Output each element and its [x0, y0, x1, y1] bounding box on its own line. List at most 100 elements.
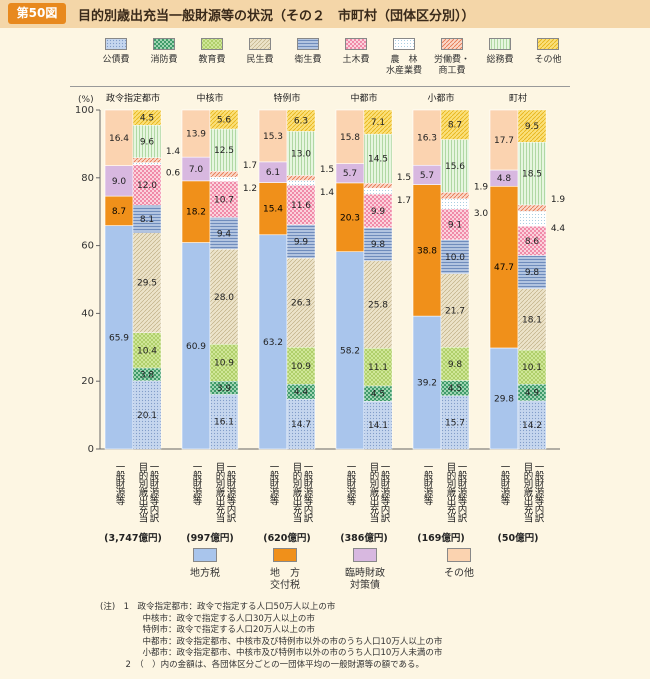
legend-swatch-kyoiku	[201, 38, 223, 50]
value-right-2-rodo: 1.5	[320, 165, 334, 175]
value-right-4-somu: 15.6	[445, 162, 465, 172]
value-right-3-sonota: 7.1	[371, 118, 385, 128]
bar-left-0-sonota	[104, 109, 134, 166]
legend-label-eisei: 衛生費	[294, 55, 322, 65]
bar-right-5-doboku	[517, 226, 547, 256]
legend-label-rodo: 労働費・	[433, 55, 470, 65]
bar-right-5-eisei	[517, 255, 547, 289]
value-right-1-doboku: 10.7	[214, 195, 234, 205]
bar-left-1-chiho	[181, 242, 211, 450]
bar-right-5-kosai	[517, 400, 547, 450]
value-right-2-eisei: 9.9	[294, 237, 309, 247]
bar-right-0-minsei	[132, 232, 162, 333]
legend-item-doboku: 土木費	[332, 38, 380, 66]
legend-label2-rodo: 商工費	[438, 66, 466, 76]
value-right-5-minsei: 18.1	[522, 315, 542, 325]
bar-right-3-rodo	[363, 183, 393, 189]
value-right-0-eisei: 8.1	[140, 215, 154, 225]
legend-item-kosai: 公債費	[92, 38, 140, 66]
value-right-3-minsei: 25.8	[368, 301, 388, 311]
group-name-4: 小都市	[427, 92, 454, 104]
bar-right-1-sonota	[209, 109, 239, 130]
bar-right-2-sonota	[286, 109, 316, 132]
value-left-2-sonota: 15.3	[263, 132, 283, 142]
legend-item-sonota: その他	[524, 38, 572, 66]
bar-label-right-b-0: 一般財源等内訳	[148, 462, 160, 523]
legend-item-norin: 農 林水産業費	[380, 38, 428, 77]
legend-label-sonota: その他	[534, 55, 562, 65]
bar-right-1-norin	[209, 176, 239, 182]
value-right-4-doboku: 9.1	[448, 220, 462, 230]
value-right-2-doboku: 11.6	[291, 201, 311, 211]
value-right-5-doboku: 8.6	[525, 237, 540, 247]
bar-label-right-a-4: 目的別歳出充当	[445, 462, 457, 523]
value-right-0-rodo: 1.4	[166, 147, 181, 157]
value-left-1-kofu: 18.2	[186, 208, 206, 218]
value-right-2-somu: 13.0	[291, 149, 311, 159]
bar-label-left-2: 一般財源等	[268, 462, 280, 505]
bar-right-4-norin	[440, 198, 470, 210]
bar-right-1-kosai	[209, 394, 239, 450]
bar-right-3-norin	[363, 188, 393, 195]
value-left-5-rinji: 4.8	[497, 174, 512, 184]
value-right-4-sonota: 8.7	[448, 121, 462, 131]
bar-right-2-somu	[286, 131, 316, 176]
value-right-4-minsei: 21.7	[445, 307, 465, 317]
group-total-5: (50億円)	[498, 532, 539, 544]
bar-right-4-kyoiku	[440, 347, 470, 381]
legend-swatch-doboku	[345, 38, 367, 50]
value-left-4-kofu: 38.8	[417, 246, 437, 256]
bar-left-5-chiho	[489, 347, 519, 450]
y-tick-label: 100	[75, 105, 94, 116]
revenue-legend-label-rinji: 臨時財政 対策債	[345, 568, 385, 591]
value-right-3-eisei: 9.8	[371, 240, 386, 250]
legend-item-shobo: 消防費	[140, 38, 188, 66]
value-right-2-kosai: 14.7	[291, 420, 311, 430]
value-right-1-kosai: 16.1	[214, 418, 234, 428]
bar-right-4-rodo	[440, 192, 470, 200]
bar-label-right-a-1: 目的別歳出充当	[214, 462, 226, 523]
bar-right-0-doboku	[132, 164, 162, 206]
value-right-1-norin: 1.2	[243, 184, 257, 194]
value-right-3-shobo: 4.5	[371, 390, 385, 400]
revenue-legend-swatch-sonota	[447, 548, 471, 562]
bar-right-4-minsei	[440, 273, 470, 348]
revenue-legend-item-kofu: 地 方 交付税	[256, 548, 314, 592]
bar-left-4-kofu	[412, 184, 442, 317]
bar-right-4-somu	[440, 139, 470, 193]
value-right-2-shobo: 4.4	[294, 388, 309, 398]
bar-right-2-minsei	[286, 257, 316, 348]
value-left-2-kofu: 15.4	[263, 205, 283, 215]
notes-block: (注) 1 政令指定都市：政令で指定する人口50万人以上の市 中核市：政令で指定…	[100, 602, 442, 671]
revenue-legend-item-sonota: その他	[430, 548, 488, 580]
legend-item-kyoiku: 教育費	[188, 38, 236, 66]
value-right-2-norin: 1.4	[320, 188, 335, 198]
bar-right-5-sonota	[517, 109, 547, 143]
revenue-legend-swatch-kofu	[273, 548, 297, 562]
value-right-3-rodo: 1.5	[397, 173, 411, 183]
value-left-4-rinji: 5.7	[420, 171, 434, 181]
bar-right-0-kosai	[132, 380, 162, 450]
bar-right-5-kyoiku	[517, 349, 547, 385]
legend-swatch-minsei	[249, 38, 271, 50]
bar-right-2-doboku	[286, 185, 316, 225]
y-tick-label: 0	[88, 444, 94, 455]
bar-label-right-b-2: 一般財源等内訳	[302, 462, 314, 523]
value-left-5-chiho: 29.8	[494, 394, 514, 404]
bar-right-3-eisei	[363, 227, 393, 262]
legend-swatch-sonota	[537, 38, 559, 50]
note-line-5: 2 （ ）内の金額は、各団体区分ごとの一団体平均の一般財源等の額である。	[100, 659, 425, 670]
value-right-5-eisei: 9.8	[525, 268, 540, 278]
figure-number-badge: 第50図	[8, 3, 66, 24]
value-right-0-norin: 0.6	[166, 169, 181, 179]
value-right-5-kyoiku: 10.1	[522, 363, 542, 373]
value-right-1-shobo: 3.9	[217, 384, 232, 394]
bar-label-left-4: 一般財源等	[422, 462, 434, 505]
value-left-1-rinji: 7.0	[189, 165, 204, 175]
revenue-legend-item-rinji: 臨時財政 対策債	[336, 548, 394, 592]
value-right-0-shobo: 3.8	[140, 370, 155, 380]
legend-item-minsei: 民生費	[236, 38, 284, 66]
note-line-1: 中核市：政令で指定する人口30万人以上の市	[100, 613, 315, 624]
revenue-legend-label-chiho: 地方税	[190, 568, 220, 579]
note-line-3: 中都市：政令指定都市、中核市及び特例市以外の市のうち人口10万人以上の市	[100, 636, 443, 647]
